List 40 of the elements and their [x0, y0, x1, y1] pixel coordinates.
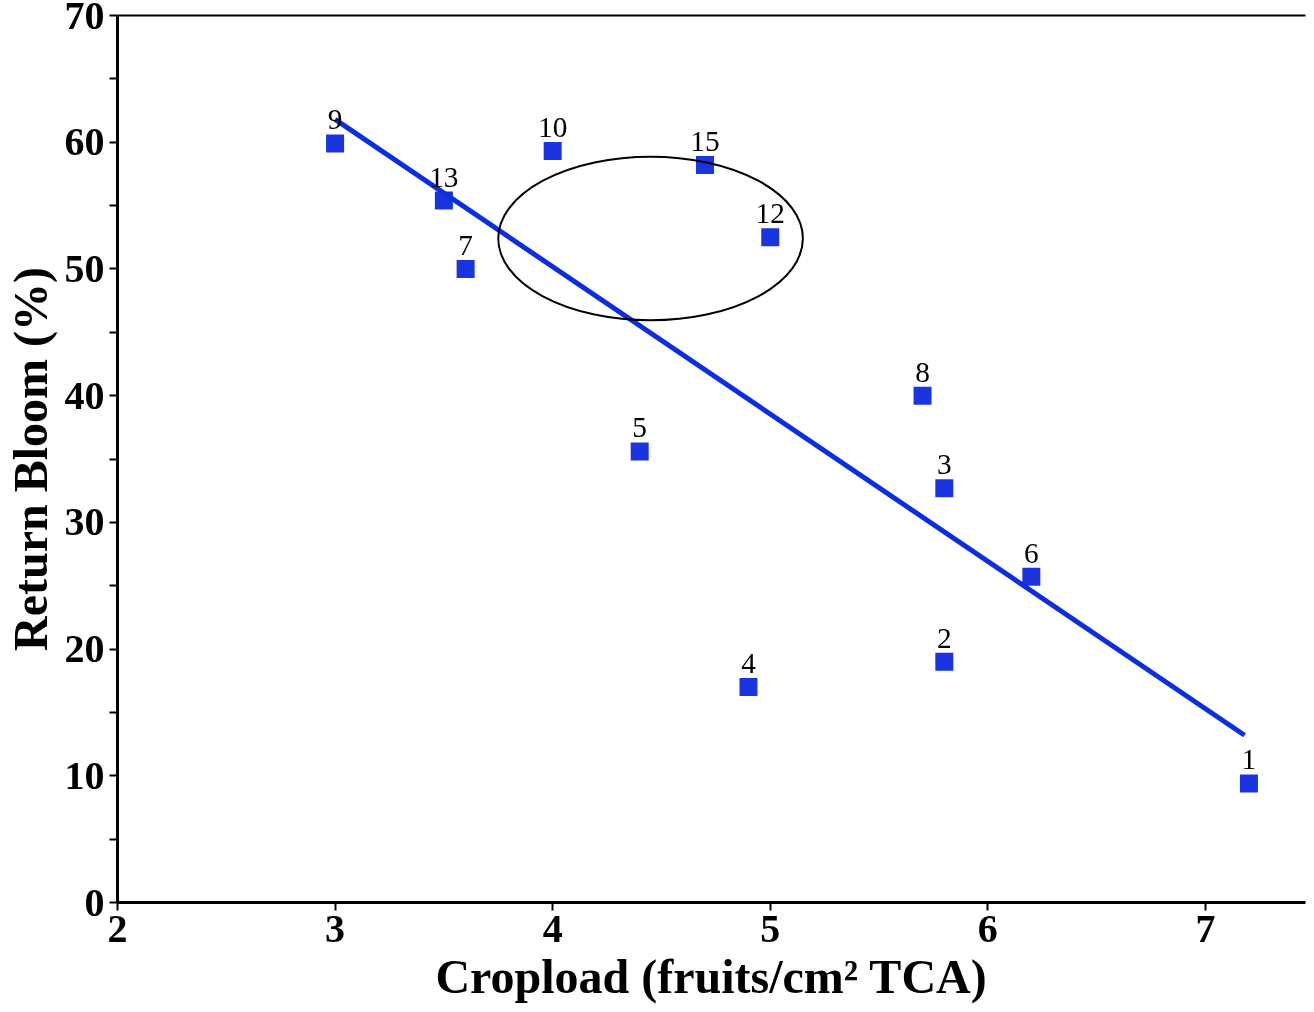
x-tick-label: 4 [542, 905, 563, 951]
y-tick-label: 40 [64, 372, 105, 418]
annotation: 10 [538, 111, 568, 144]
x-axis-title: Cropload (fruits/cm² TCA) [435, 949, 987, 1004]
x-tick-label: 2 [107, 905, 128, 951]
annotation: 15 [690, 125, 720, 158]
annotation: 7 [458, 228, 473, 261]
annotation: 13 [429, 160, 459, 193]
x-tick-label: 7 [1195, 905, 1216, 951]
point [1020, 565, 1043, 588]
y-tick-label: 70 [64, 0, 105, 38]
annotation: 6 [1024, 536, 1039, 569]
annotation: 8 [915, 355, 930, 388]
annotation: 4 [741, 647, 757, 680]
y-tick-label: 20 [64, 626, 105, 672]
x-tick-label: 5 [760, 905, 781, 951]
point [759, 226, 782, 249]
point [933, 650, 956, 673]
annotation: 5 [632, 411, 648, 444]
annotation: 9 [327, 103, 343, 136]
y-tick-label: 0 [84, 879, 105, 925]
point [911, 384, 934, 407]
y-tick-label: 50 [64, 245, 105, 291]
point [1237, 772, 1260, 795]
point [737, 676, 760, 699]
annotation: 3 [936, 448, 952, 481]
x-tick-label: 6 [977, 905, 998, 951]
point [541, 140, 564, 163]
point [454, 257, 477, 280]
point [628, 440, 651, 463]
y-tick-label: 30 [64, 499, 105, 545]
y-axis-title: Return Bloom (%) [3, 267, 58, 651]
x-tick-label: 3 [325, 905, 346, 951]
annotation: 1 [1241, 743, 1257, 776]
y-tick-label: 60 [64, 119, 105, 165]
y-tick-label: 10 [64, 752, 105, 798]
annotation: 12 [755, 197, 785, 230]
point [324, 132, 347, 155]
annotation: 2 [936, 621, 952, 654]
point [933, 477, 956, 500]
